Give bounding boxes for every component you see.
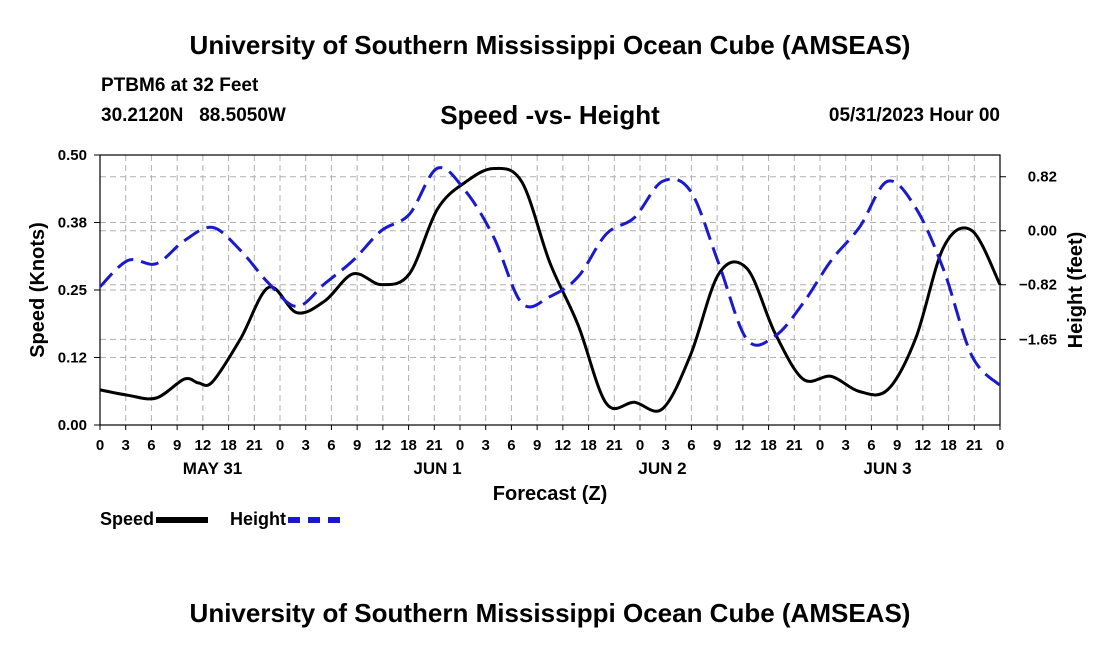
legend-height-label: Height <box>230 509 286 529</box>
legend-speed-label: Speed <box>100 509 155 529</box>
series-line-speed <box>99 166 1002 413</box>
x-tick-label: 18 <box>580 437 597 454</box>
y-tick-label-left: 0.12 <box>58 350 87 367</box>
day-label: JUN 2 <box>638 459 686 478</box>
series-lines <box>98 166 1002 413</box>
station-label: PTBM6 at 32 Feet <box>101 75 259 96</box>
x-tick-label: 21 <box>966 437 983 454</box>
y-tick-label-left: 0.25 <box>58 282 87 299</box>
x-tick-label: 3 <box>122 437 130 454</box>
x-tick-label: 9 <box>353 437 361 454</box>
x-tick-label: 18 <box>220 437 237 454</box>
x-tick-label: 18 <box>940 437 957 454</box>
y-tick-label-right: 0.82 <box>1028 169 1057 186</box>
day-label: MAY 31 <box>183 459 243 478</box>
y-axis-title-right: Height (feet) <box>1065 232 1087 349</box>
x-tick-label: 21 <box>426 437 443 454</box>
x-tick-label: 6 <box>687 437 695 454</box>
footer-title: University of Southern Mississippi Ocean… <box>189 598 911 628</box>
y-tick-label-right: −1.65 <box>1019 331 1057 348</box>
y-tick-label-right: −0.82 <box>1019 277 1057 294</box>
x-tick-label: 12 <box>375 437 392 454</box>
x-tick-label: 9 <box>713 437 721 454</box>
x-tick-label: 21 <box>786 437 803 454</box>
legend-height-swatch <box>288 516 340 523</box>
x-tick-label: 21 <box>246 437 263 454</box>
day-label: JUN 3 <box>863 459 911 478</box>
main-title: University of Southern Mississippi Ocean… <box>189 30 911 60</box>
x-tick-label: 9 <box>173 437 181 454</box>
coordinates-label: 30.2120N 88.5050W <box>101 105 286 126</box>
x-tick-label: 12 <box>195 437 212 454</box>
axes: 0 3 6 9 12 18 21 0 3 6 9 12 18 21 0 3 6 9 12 18 21 0 3 6 9 12 18 21… <box>58 147 1057 478</box>
x-tick-label: 6 <box>327 437 335 454</box>
legend-speed-swatch <box>156 516 209 523</box>
x-tick-label: 0 <box>636 437 644 454</box>
x-tick-label: 6 <box>147 437 155 454</box>
x-tick-label: 9 <box>893 437 901 454</box>
speed-height-chart: 0 3 6 9 12 18 21 0 3 6 9 12 18 21 0 3 6 9 12 18 21 0 3 6 9 12 18 21… <box>27 147 1087 505</box>
x-axis-title: Forecast (Z) <box>493 483 607 505</box>
x-tick-label: 21 <box>606 437 623 454</box>
x-tick-label: 12 <box>555 437 572 454</box>
x-tick-label: 9 <box>533 437 541 454</box>
x-tick-label: 18 <box>760 437 777 454</box>
x-tick-label: 3 <box>662 437 670 454</box>
x-tick-label: 12 <box>735 437 752 454</box>
x-tick-label: 0 <box>816 437 824 454</box>
x-tick-label: 3 <box>482 437 490 454</box>
x-tick-label: 6 <box>507 437 515 454</box>
forecast-datetime: 05/31/2023 Hour 00 <box>828 105 1000 126</box>
legend-height: Height <box>230 509 340 530</box>
x-tick-label: 0 <box>456 437 464 454</box>
y-tick-label-right: 0.00 <box>1028 223 1057 240</box>
x-tick-label: 12 <box>915 437 932 454</box>
x-tick-label: 0 <box>96 437 104 454</box>
x-tick-label: 0 <box>276 437 284 454</box>
y-axis-title-left: Speed (Knots) <box>27 222 49 358</box>
x-tick-label: 0 <box>996 437 1004 454</box>
y-tick-label-left: 0.50 <box>58 147 87 164</box>
legend-speed: Speed <box>100 509 209 530</box>
y-tick-label-left: 0.00 <box>58 417 87 434</box>
grid-lines <box>100 155 1000 425</box>
x-tick-label: 6 <box>867 437 875 454</box>
series-line-height <box>98 166 1002 387</box>
y-tick-label-left: 0.38 <box>58 215 87 232</box>
x-tick-label: 3 <box>302 437 310 454</box>
x-tick-label: 18 <box>400 437 417 454</box>
x-tick-label: 3 <box>842 437 850 454</box>
chart-subtitle: Speed -vs- Height <box>440 100 660 130</box>
day-label: JUN 1 <box>413 459 461 478</box>
